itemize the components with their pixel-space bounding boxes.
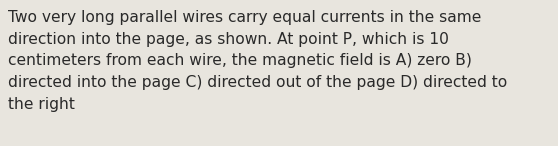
Text: Two very long parallel wires carry equal currents in the same
direction into the: Two very long parallel wires carry equal… bbox=[8, 10, 508, 112]
